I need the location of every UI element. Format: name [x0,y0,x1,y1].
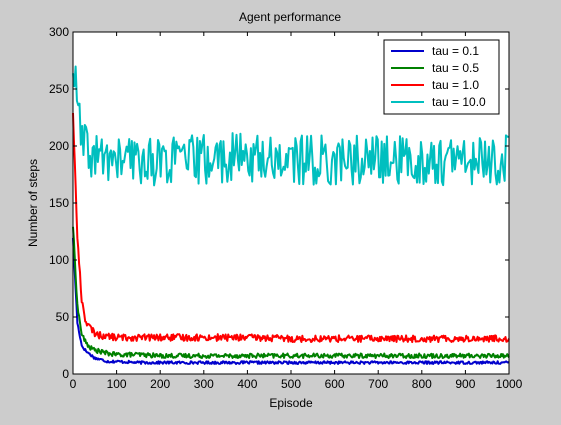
series-line-tau-0-5 [72,226,510,360]
x-tick-label: 200 [150,377,170,391]
x-tick-label: 300 [194,377,214,391]
x-axis-label: Episode [269,396,313,410]
y-tick-label: 150 [49,196,69,210]
y-tick-label: 50 [56,310,70,324]
x-tick-label: 100 [107,377,127,391]
x-axis: 0 100 200 300 400 500 600 700 800 900 1000 [70,32,523,391]
y-tick-label: 200 [49,139,69,153]
chart-title: Agent performance [239,10,341,24]
x-tick-label: 900 [455,377,475,391]
x-tick-label: 1000 [496,377,523,391]
series-layer [72,65,510,365]
x-tick-label: 400 [237,377,257,391]
x-tick-label: 700 [368,377,388,391]
x-tick-label: 500 [281,377,301,391]
x-tick-label: 0 [70,377,77,391]
y-tick-label: 250 [49,82,69,96]
legend: tau = 0.1 tau = 0.5 tau = 1.0 tau = 10.0 [383,39,500,115]
legend-label: tau = 1.0 [432,78,479,92]
y-axis: 0 50 100 150 200 250 300 [49,25,509,381]
series-line-tau-10-0 [72,65,509,187]
y-tick-label: 0 [62,367,69,381]
series-line-tau-0-1 [72,237,510,365]
legend-label: tau = 10.0 [432,95,486,109]
legend-label: tau = 0.5 [432,61,479,75]
y-tick-label: 100 [49,253,69,267]
x-tick-label: 800 [412,377,432,391]
y-axis-label: Number of steps [26,159,40,247]
legend-label: tau = 0.1 [432,44,479,58]
y-tick-label: 300 [49,25,69,39]
series-line-tau-1-0 [72,112,510,344]
x-tick-label: 600 [325,377,345,391]
